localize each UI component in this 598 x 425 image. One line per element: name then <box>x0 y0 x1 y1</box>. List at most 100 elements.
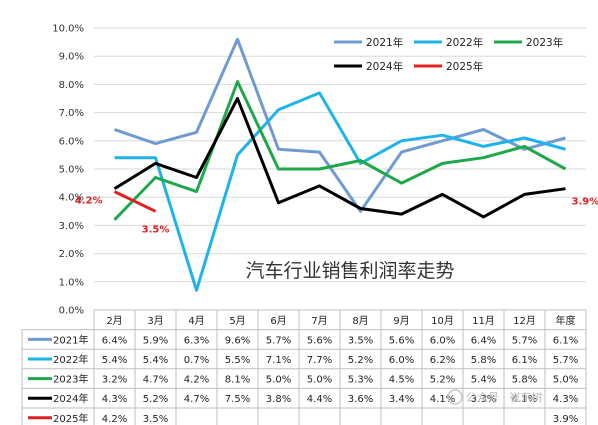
table-cell: 5.2% <box>143 394 168 405</box>
legend: 2021年 2022年 2023年 2024年 2025年 <box>334 36 563 73</box>
y-tick-labels: 0.0% 1.0% 2.0% 3.0% 4.0% 5.0% 6.0% 7.0% 8.0% 9.0%… <box>52 24 84 317</box>
table-cell: 3.5% <box>143 414 168 425</box>
y-tick-label: 0.0% <box>59 306 84 317</box>
y-tick-label: 2.0% <box>59 249 84 260</box>
watermark-text: 公众号 · 崔东树 <box>466 390 543 404</box>
y-tick-label: 1.0% <box>59 277 84 288</box>
legend-label: 2023年 <box>526 36 563 49</box>
gridlines <box>94 27 586 311</box>
y-tick-label: 7.0% <box>59 108 84 119</box>
table-cell: 5.0% <box>307 375 332 386</box>
table-series-label: 2023年 <box>53 373 88 386</box>
table-cell: 5.4% <box>143 355 168 366</box>
table-cell: 4.7% <box>143 375 168 386</box>
data-label: 3.5% <box>142 224 170 235</box>
series-line <box>113 80 567 221</box>
series-line <box>113 97 566 219</box>
table-series-label: 2022年 <box>53 353 88 366</box>
table-cell: 6.4% <box>102 335 127 346</box>
data-label: 3.9% <box>572 197 598 208</box>
data-label: 4.2% <box>75 196 103 207</box>
annotations: 4.2% 3.5% 3.9% <box>75 196 598 236</box>
table-series-label: 2021年 <box>53 333 88 346</box>
table-cell: 7.7% <box>307 355 332 366</box>
x-tick-label: 4月 <box>188 315 204 327</box>
table-cell: 5.0% <box>553 375 578 386</box>
table-cell: 4.7% <box>184 394 209 405</box>
x-tick-label: 8月 <box>352 315 368 327</box>
table-cell: 4.3% <box>102 394 127 405</box>
y-tick-label: 8.0% <box>59 80 84 91</box>
y-tick-label: 9.0% <box>59 52 84 63</box>
series-line <box>113 190 157 213</box>
table-cell: 5.3% <box>348 375 373 386</box>
table-cell: 5.0% <box>266 375 291 386</box>
y-tick-label: 4.0% <box>59 193 84 204</box>
x-tick-label: 6月 <box>270 315 286 327</box>
x-tick-label: 年度 <box>556 314 576 327</box>
legend-label: 2021年 <box>366 36 403 49</box>
x-tick-label: 7月 <box>311 315 327 327</box>
table-cell: 6.4% <box>471 335 496 346</box>
table-cell: 7.5% <box>225 394 250 405</box>
table-cell: 3.4% <box>389 394 414 405</box>
series-lines <box>113 37 567 292</box>
table-cell: 6.0% <box>389 355 414 366</box>
table-cell: 4.2% <box>184 375 209 386</box>
table-cell: 5.9% <box>143 335 168 346</box>
table-cell: 3.8% <box>266 394 291 405</box>
chart-title: 汽车行业销售利润率走势 <box>245 260 454 282</box>
data-table: 2月 3月 4月 5月 6月 7月 8月 9月 10月 11月 12月 年度 2021年 6.4% 5.9%… <box>21 309 587 425</box>
table-cell: 5.4% <box>102 355 127 366</box>
table-cell: 0.7% <box>184 355 209 366</box>
x-tick-label: 11月 <box>472 315 495 327</box>
table-series-label: 2025年 <box>53 412 88 425</box>
table-cell: 5.5% <box>225 355 250 366</box>
table-cell: 3.6% <box>348 394 373 405</box>
table-cell: 6.2% <box>430 355 455 366</box>
y-tick-label: 5.0% <box>59 165 84 176</box>
series-line <box>114 91 566 292</box>
table-cell: 5.7% <box>266 335 291 346</box>
watermark-logo-icon <box>447 389 463 405</box>
table-cell: 5.8% <box>512 375 537 386</box>
table-cell: 4.5% <box>389 375 414 386</box>
table-cell: 4.4% <box>307 394 332 405</box>
table-cell: 5.4% <box>471 375 496 386</box>
table-cell: 6.1% <box>553 335 578 346</box>
y-tick-label: 3.0% <box>59 221 84 232</box>
table-cell: 4.3% <box>553 394 578 405</box>
series-line <box>114 37 566 213</box>
x-tick-label: 2月 <box>106 315 122 327</box>
x-tick-label: 5月 <box>229 315 245 327</box>
table-cell: 5.2% <box>430 375 455 386</box>
table-cell: 4.2% <box>102 414 127 425</box>
table-series-label: 2024年 <box>53 392 88 405</box>
table-cell: 3.9% <box>553 414 578 425</box>
table-cell: 9.6% <box>225 335 250 346</box>
table-cell: 3.3% <box>471 394 496 405</box>
table-cell: 6.0% <box>430 335 455 346</box>
x-tick-label: 12月 <box>513 315 536 327</box>
table-cell: 4.1% <box>512 394 537 405</box>
table-cell: 8.1% <box>225 375 250 386</box>
y-tick-label: 6.0% <box>59 136 84 147</box>
table-cell: 5.6% <box>307 335 332 346</box>
legend-label: 2025年 <box>446 60 483 73</box>
table-cell: 3.5% <box>348 335 373 346</box>
table-cell: 5.8% <box>471 355 496 366</box>
table-cell: 6.3% <box>184 335 209 346</box>
legend-label: 2024年 <box>366 60 403 73</box>
table-cell: 7.1% <box>266 355 291 366</box>
table-cell: 5.7% <box>512 335 537 346</box>
table-cell: 6.1% <box>512 355 537 366</box>
y-tick-label: 10.0% <box>52 24 84 35</box>
legend-label: 2022年 <box>446 36 483 49</box>
table-cell: 5.7% <box>553 355 578 366</box>
x-tick-label: 10月 <box>431 315 454 327</box>
table-cell: 4.1% <box>430 394 455 405</box>
x-tick-label: 3月 <box>147 315 163 327</box>
table-cell: 5.6% <box>389 335 414 346</box>
table-cell: 5.2% <box>348 355 373 366</box>
